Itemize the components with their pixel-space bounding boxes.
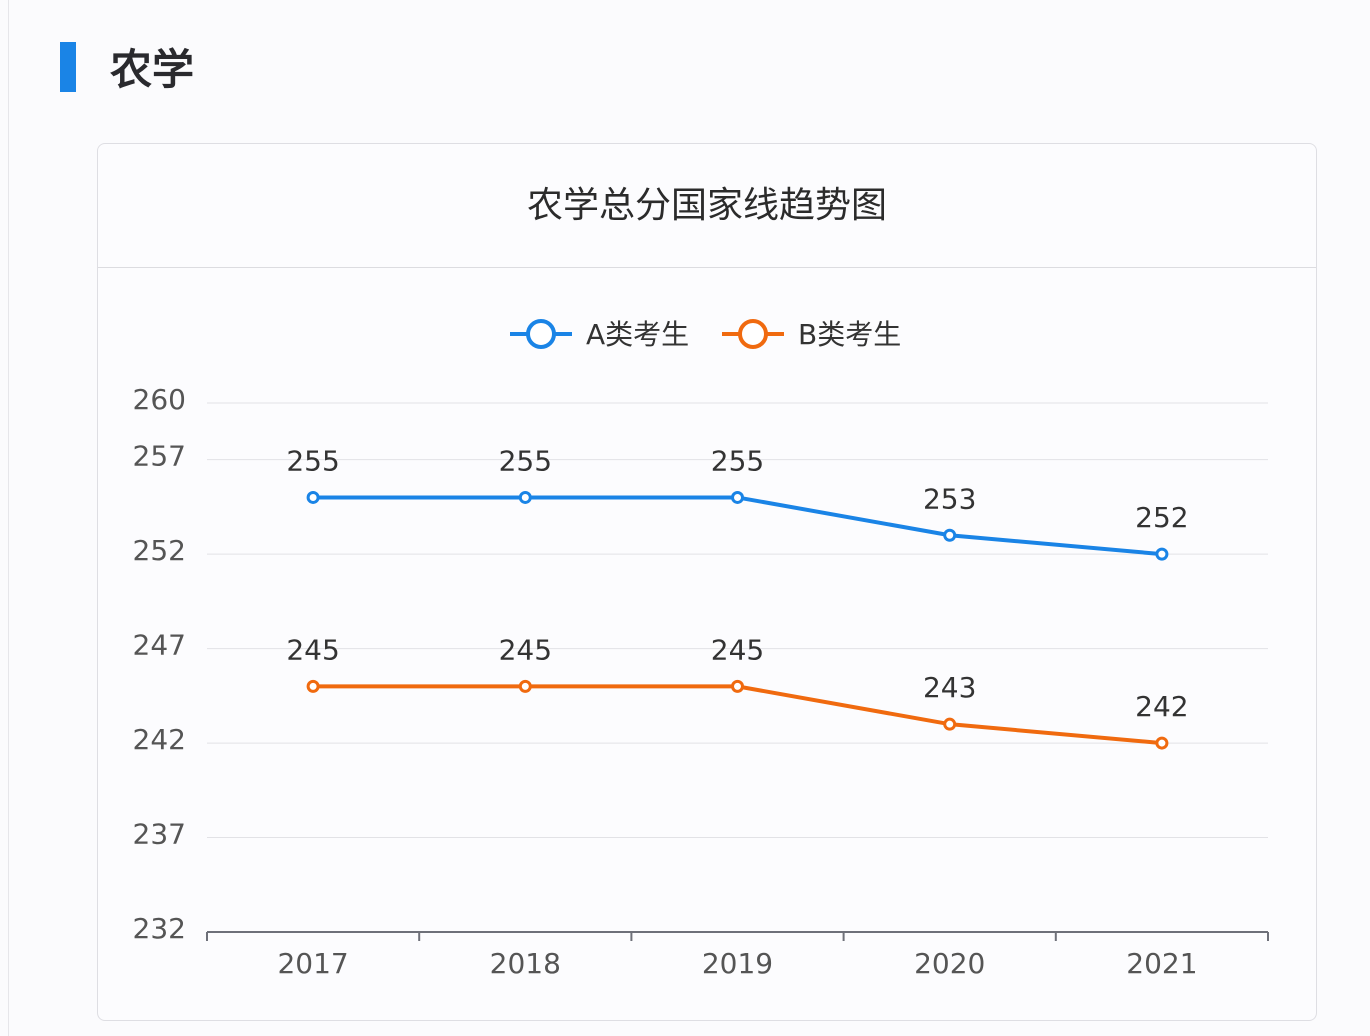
x-tick-label: 2018 [490, 947, 561, 980]
y-tick-label: 257 [133, 440, 186, 473]
legend-label: A类考生 [586, 318, 689, 351]
data-point [731, 679, 744, 693]
legend-label: B类考生 [798, 318, 901, 351]
x-tick-label: 2021 [1126, 947, 1197, 980]
data-label: 243 [923, 671, 976, 704]
data-point [731, 490, 744, 504]
data-point [943, 528, 957, 542]
data-point [518, 490, 532, 504]
data-label: 255 [711, 444, 764, 477]
y-tick-label: 252 [133, 534, 186, 567]
x-tick-label: 2019 [702, 947, 773, 980]
chart-title: 农学总分国家线趋势图 [98, 144, 1316, 268]
data-point [306, 679, 320, 693]
series-line [313, 495, 1163, 557]
y-tick-label: 260 [133, 383, 186, 416]
data-point [1155, 547, 1169, 561]
data-label: 253 [923, 482, 976, 515]
page-left-border [8, 0, 9, 1036]
legend-marker-icon [738, 319, 768, 349]
chart-card: 农学总分国家线趋势图 [97, 143, 1317, 1021]
x-tick-label: 2017 [277, 947, 348, 980]
section-title: 农学 [110, 45, 195, 94]
y-tick-label: 237 [133, 818, 186, 851]
legend-marker-icon [526, 319, 556, 349]
data-label: 242 [1135, 690, 1188, 723]
data-point [306, 490, 320, 504]
data-point [943, 717, 957, 731]
data-point [1155, 736, 1169, 750]
x-tick-label: 2020 [914, 947, 985, 980]
y-tick-label: 232 [133, 912, 186, 945]
data-label: 255 [286, 444, 339, 477]
data-label: 245 [286, 633, 339, 666]
y-tick-label: 242 [133, 723, 186, 756]
data-label: 245 [711, 633, 764, 666]
data-point [518, 679, 532, 693]
section-accent-bar [60, 42, 76, 92]
data-label: 255 [499, 444, 552, 477]
y-tick-label: 247 [133, 629, 186, 662]
series-line [313, 684, 1163, 746]
data-label: 252 [1135, 501, 1188, 534]
data-label: 245 [499, 633, 552, 666]
